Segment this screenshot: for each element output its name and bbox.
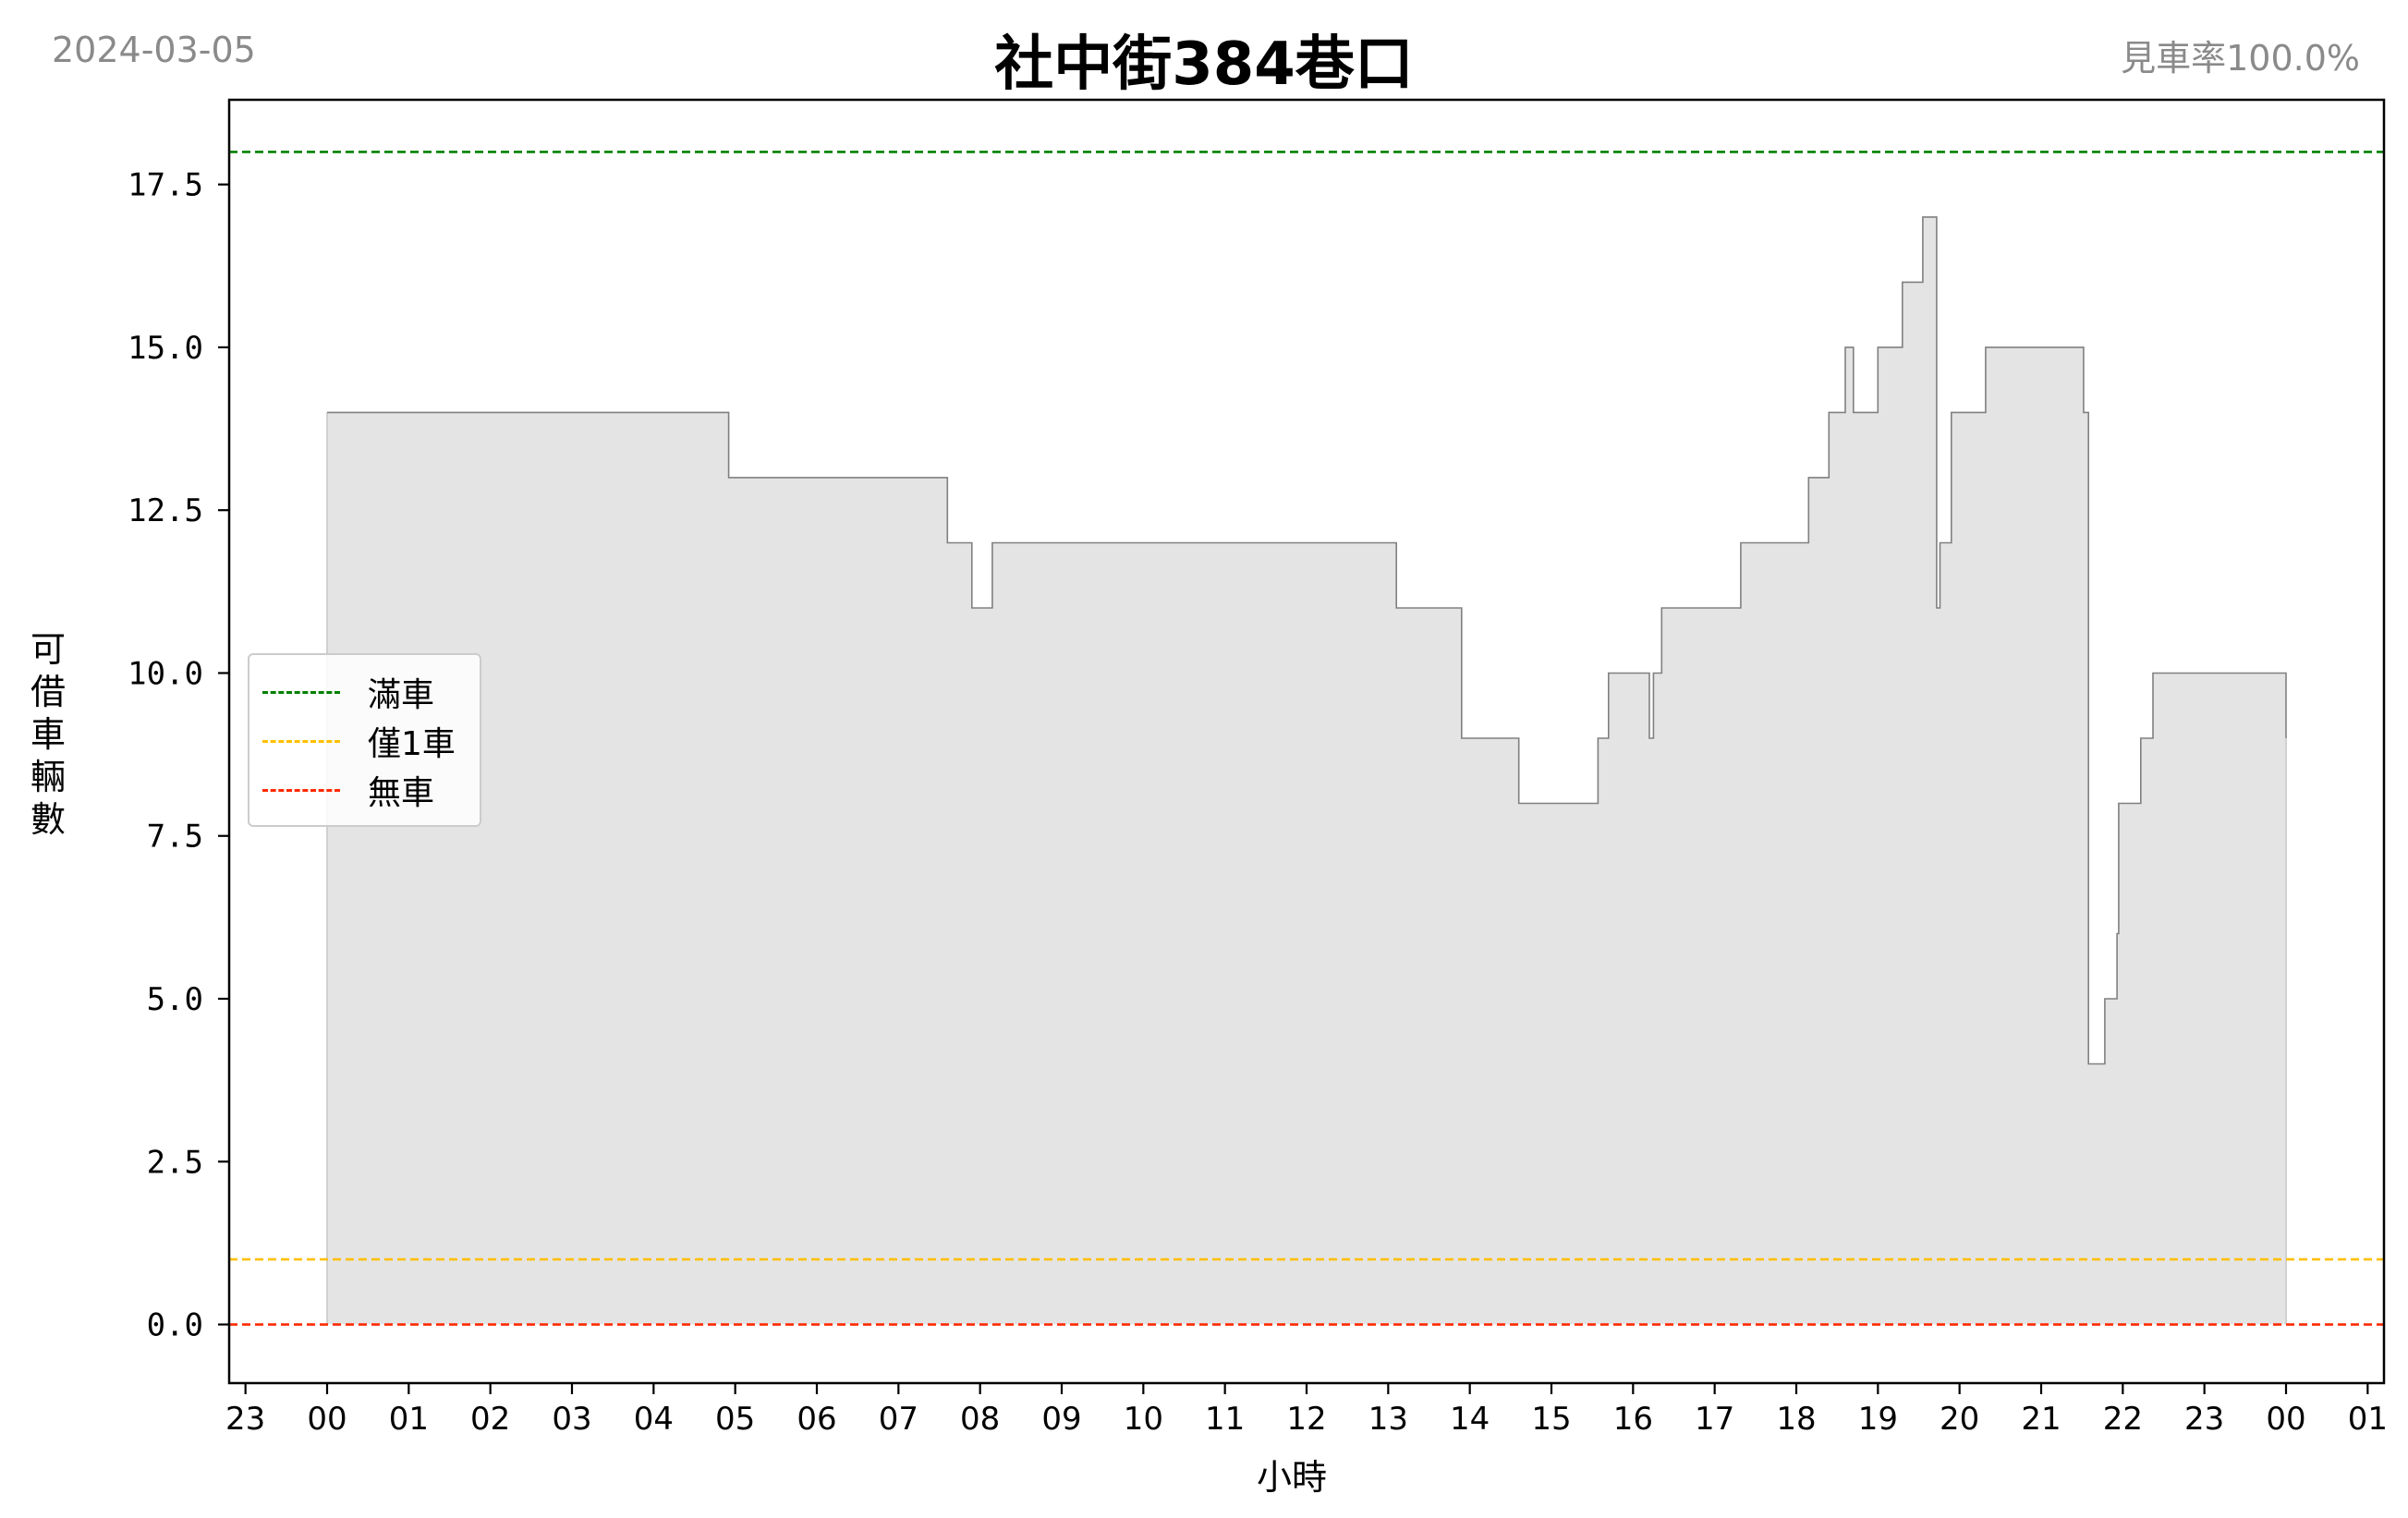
y-tick-label-4: 10.0: [128, 655, 203, 692]
x-tick-label-19: 18: [1776, 1401, 1816, 1438]
legend-item-one: 僅1車: [262, 718, 456, 764]
series-line-0: [327, 216, 2287, 1065]
availability-rate: 見車率100.0%: [2121, 38, 2360, 79]
x-tick-label-0: 23: [225, 1401, 265, 1438]
legend-swatch-one: [262, 739, 340, 743]
x-tick-label-24: 23: [2184, 1401, 2224, 1438]
x-tick-label-18: 17: [1695, 1401, 1734, 1438]
x-tick-label-12: 11: [1205, 1401, 1245, 1438]
x-tick-label-21: 20: [1940, 1401, 1979, 1438]
series-area-0: [327, 216, 2286, 1325]
x-tick-label-17: 16: [1613, 1401, 1653, 1438]
legend-swatch-full: [262, 690, 340, 694]
x-tick-label-2: 01: [389, 1401, 429, 1438]
x-tick-label-6: 05: [715, 1401, 755, 1438]
legend: 滿車 僅1車 無車: [248, 653, 481, 827]
x-tick-label-13: 12: [1286, 1401, 1326, 1438]
date-label: 2024-03-05: [52, 30, 256, 70]
x-tick-label-7: 06: [797, 1401, 836, 1438]
x-tick-label-23: 22: [2103, 1401, 2143, 1438]
chart-title: 社中街384巷口: [994, 30, 1414, 99]
legend-item-none: 無車: [262, 767, 434, 813]
x-tick-label-11: 10: [1124, 1401, 1163, 1438]
x-tick-label-20: 19: [1858, 1401, 1898, 1438]
y-tick-label-7: 17.5: [128, 167, 203, 204]
x-tick-label-22: 21: [2021, 1401, 2061, 1438]
x-tick-label-15: 14: [1450, 1401, 1490, 1438]
y-tick-label-2: 5.0: [147, 981, 203, 1018]
x-tick-label-5: 04: [634, 1401, 674, 1438]
legend-label-none: 無車: [368, 774, 435, 812]
x-tick-label-14: 13: [1368, 1401, 1408, 1438]
x-tick-label-1: 00: [307, 1401, 347, 1438]
y-axis-label: 可借車輛數: [30, 629, 66, 840]
y-tick-label-3: 7.5: [147, 819, 203, 856]
x-tick-label-25: 00: [2266, 1401, 2305, 1438]
legend-item-full: 滿車: [262, 669, 434, 715]
x-tick-label-10: 09: [1041, 1401, 1081, 1438]
y-tick-label-1: 2.5: [147, 1144, 203, 1181]
x-tick-label-4: 03: [552, 1401, 591, 1438]
x-tick-label-8: 07: [879, 1401, 918, 1438]
x-tick-label-3: 02: [470, 1401, 510, 1438]
legend-swatch-none: [262, 788, 340, 792]
x-tick-label-9: 08: [960, 1401, 1000, 1438]
x-axis-label: 小時: [1257, 1457, 1328, 1498]
legend-label-one: 僅1車: [368, 725, 456, 763]
y-tick-label-0: 0.0: [147, 1307, 203, 1344]
legend-label-full: 滿車: [368, 676, 435, 714]
y-tick-label-6: 15.0: [128, 330, 203, 367]
x-tick-label-16: 15: [1531, 1401, 1571, 1438]
y-tick-label-5: 12.5: [128, 492, 203, 529]
x-tick-label-26: 01: [2348, 1401, 2388, 1438]
